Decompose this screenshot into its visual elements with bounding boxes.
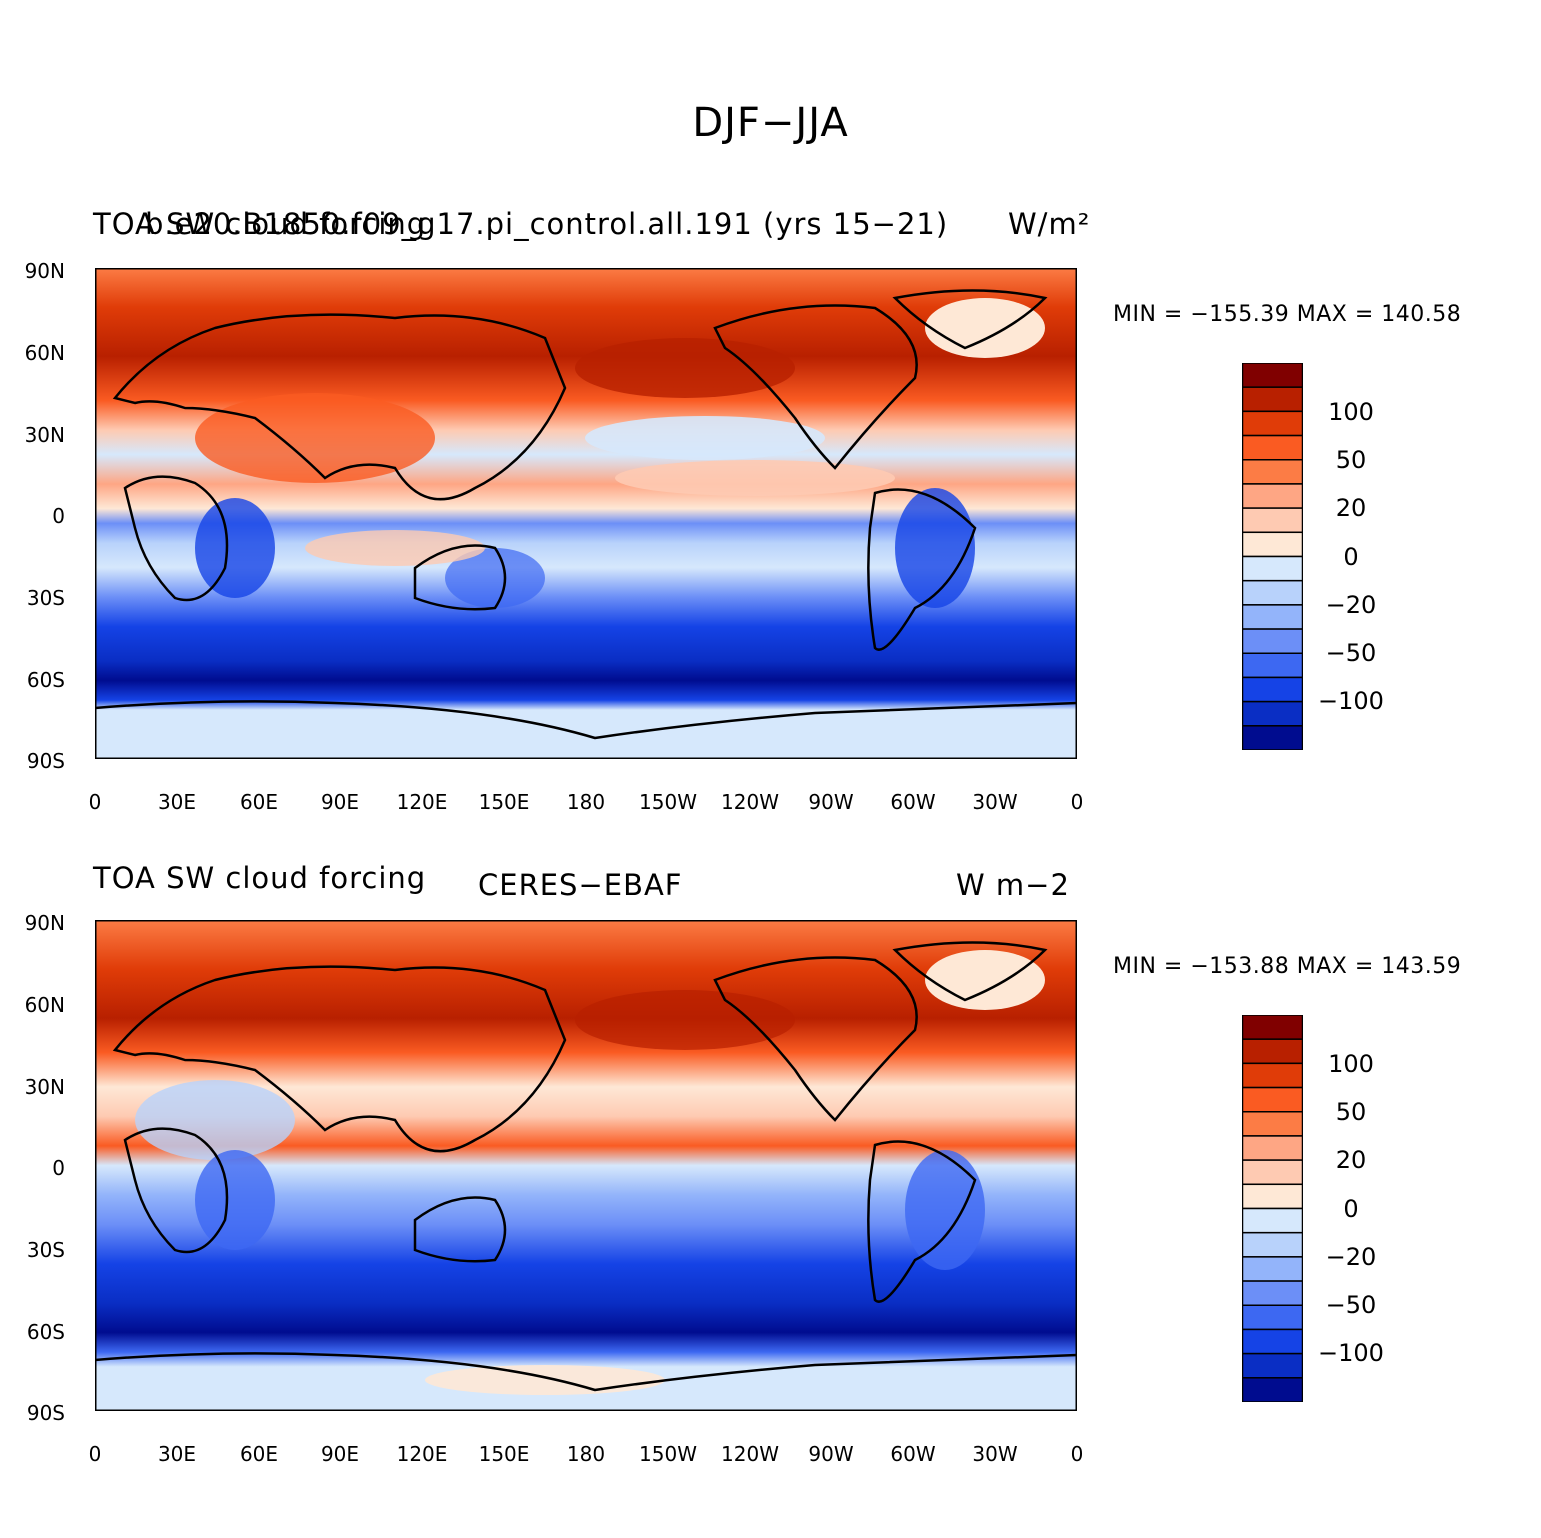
colorbar-swatch [1242, 604, 1303, 630]
colorbar-swatch [1242, 531, 1303, 558]
panel-units: W/m² [1008, 207, 1091, 241]
colorbar-swatch [1242, 1352, 1303, 1379]
colorbar-swatch [1242, 1038, 1303, 1065]
colorbar-label: 20 [1335, 1146, 1367, 1174]
lat-label: 30S [26, 586, 65, 610]
lon-label: 30E [157, 1442, 197, 1466]
colorbar-swatch [1242, 579, 1303, 606]
lon-label: 0 [88, 790, 102, 814]
colorbar-swatch [1242, 459, 1303, 485]
colorbar [1242, 1015, 1303, 1402]
lon-label: 90W [808, 790, 854, 814]
lon-label: 180 [566, 1442, 606, 1466]
colorbar-label: 50 [1335, 446, 1367, 474]
lon-label: 120W [721, 1442, 779, 1466]
colorbar-swatch [1242, 555, 1303, 582]
colorbar-swatch [1242, 1015, 1303, 1040]
lon-label: 150E [478, 1442, 530, 1466]
panel-center-title: b.e20.B1850.f09_g17.pi_control.all.191 (… [145, 207, 949, 241]
lat-label: 60S [26, 1320, 65, 1344]
colorbar-swatch [1242, 507, 1303, 534]
colorbar-label: −20 [1325, 1243, 1377, 1271]
colorbar-swatch [1242, 676, 1303, 703]
lon-label: 30E [157, 790, 197, 814]
colorbar-label: 50 [1335, 1098, 1367, 1126]
colorbar-label: −50 [1325, 639, 1377, 667]
lon-label: 0 [88, 1442, 102, 1466]
lat-label: 90N [24, 911, 65, 935]
lat-label: 60N [24, 341, 65, 365]
figure-title: DJF−JJA [692, 100, 849, 146]
lat-label: 0 [52, 1156, 65, 1180]
colorbar [1242, 363, 1303, 750]
min-max-text: MIN = −153.88 MAX = 143.59 [1113, 954, 1462, 979]
lon-label: 90E [320, 1442, 360, 1466]
colorbar-swatch [1242, 483, 1303, 509]
lat-label: 30S [26, 1238, 65, 1262]
panel-left-title: TOA SW cloud forcing [93, 207, 427, 241]
colorbar-swatch [1242, 386, 1303, 413]
colorbar-swatch [1242, 1183, 1303, 1210]
colorbar-swatch [1242, 1062, 1303, 1089]
colorbar-swatch [1242, 1207, 1303, 1234]
lon-label: 120E [396, 1442, 448, 1466]
colorbar-label: 100 [1328, 398, 1374, 426]
colorbar-swatch [1242, 1111, 1303, 1137]
colorbar-swatch [1242, 410, 1303, 437]
colorbar-swatch [1242, 628, 1303, 654]
lat-label: 90N [24, 259, 65, 283]
lon-label: 60W [890, 1442, 936, 1466]
colorbar-swatch [1242, 1135, 1303, 1161]
lat-label: 60S [26, 668, 65, 692]
lon-label: 150W [639, 1442, 697, 1466]
colorbar-swatch [1242, 1231, 1303, 1258]
lon-label: 90E [320, 790, 360, 814]
lat-label: 30N [24, 1075, 65, 1099]
colorbar-swatch [1242, 1256, 1303, 1282]
lat-label: 0 [52, 504, 65, 528]
panel-left-title: TOA SW cloud forcing [93, 861, 427, 895]
colorbar-label: 0 [1343, 1195, 1359, 1223]
colorbar-swatch [1242, 1159, 1303, 1186]
panel-center-title: CERES−EBAF [478, 868, 683, 902]
colorbar-swatch [1242, 1328, 1303, 1355]
lat-label: 30N [24, 423, 65, 447]
colorbar-label: 100 [1328, 1050, 1374, 1078]
colorbar-swatch [1242, 1280, 1303, 1306]
colorbar-swatch [1242, 434, 1303, 461]
lon-label: 150W [639, 790, 697, 814]
colorbar-swatch [1242, 363, 1303, 388]
map-field [95, 920, 1077, 1411]
panel-units: W m−2 [956, 868, 1070, 902]
lon-label: 0 [1070, 1442, 1084, 1466]
lon-label: 30W [972, 790, 1018, 814]
colorbar-label: 0 [1343, 543, 1359, 571]
lon-label: 60E [239, 1442, 279, 1466]
map-field [95, 268, 1077, 759]
lon-label: 60E [239, 790, 279, 814]
lon-label: 30W [972, 1442, 1018, 1466]
colorbar-swatch [1242, 700, 1303, 727]
lon-label: 120E [396, 790, 448, 814]
lon-label: 0 [1070, 790, 1084, 814]
colorbar-label: 20 [1335, 494, 1367, 522]
lon-label: 150E [478, 790, 530, 814]
colorbar-swatch [1242, 1086, 1303, 1113]
colorbar-swatch [1242, 652, 1303, 679]
lat-label: 90S [26, 1401, 65, 1425]
colorbar-swatch [1242, 1377, 1303, 1402]
min-max-text: MIN = −155.39 MAX = 140.58 [1113, 302, 1462, 327]
colorbar-label: −20 [1325, 591, 1377, 619]
colorbar-label: −50 [1325, 1291, 1377, 1319]
lon-label: 60W [890, 790, 936, 814]
lat-label: 90S [26, 749, 65, 773]
lon-label: 120W [721, 790, 779, 814]
lon-label: 180 [566, 790, 606, 814]
colorbar-label: −100 [1318, 687, 1384, 715]
lon-label: 90W [808, 1442, 854, 1466]
colorbar-swatch [1242, 725, 1303, 750]
colorbar-label: −100 [1318, 1339, 1384, 1367]
lat-label: 60N [24, 993, 65, 1017]
colorbar-swatch [1242, 1304, 1303, 1331]
